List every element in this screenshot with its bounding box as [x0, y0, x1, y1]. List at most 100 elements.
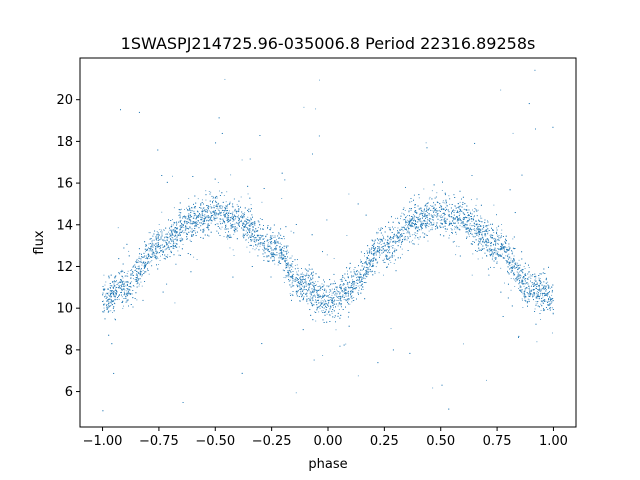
data-point [223, 236, 225, 238]
data-point [374, 259, 376, 261]
data-point [244, 212, 246, 214]
data-point [539, 283, 541, 285]
data-point [126, 290, 128, 292]
data-point [444, 209, 446, 211]
data-point [417, 227, 419, 229]
data-point [130, 272, 132, 274]
data-point [163, 229, 165, 231]
data-point [474, 233, 476, 235]
data-point [351, 301, 353, 303]
data-point [418, 197, 420, 199]
data-point [392, 252, 393, 254]
data-point [290, 230, 292, 232]
data-point [198, 217, 200, 218]
data-point [164, 237, 165, 239]
data-point [407, 230, 409, 232]
data-point [389, 249, 390, 251]
data-point [463, 220, 464, 222]
data-point [423, 220, 425, 221]
data-point [287, 276, 289, 278]
data-point [521, 298, 523, 300]
data-point [335, 329, 337, 331]
data-point [361, 284, 363, 285]
data-point [182, 244, 184, 245]
data-point [426, 217, 428, 219]
data-point [291, 293, 293, 295]
data-point [219, 206, 221, 208]
data-point [325, 310, 327, 312]
data-point [403, 213, 405, 215]
data-point [112, 312, 114, 313]
data-point [140, 261, 142, 263]
data-point [274, 249, 276, 251]
data-point [369, 265, 371, 267]
data-point [366, 257, 367, 259]
data-point [482, 240, 484, 242]
data-point [377, 250, 379, 252]
data-point [481, 257, 483, 259]
data-point [427, 240, 429, 242]
data-point [390, 261, 392, 263]
data-point [180, 231, 182, 233]
data-point [248, 222, 250, 224]
data-point [344, 286, 346, 288]
data-point [210, 191, 212, 193]
data-point [353, 287, 355, 289]
data-point [206, 217, 208, 218]
data-point [234, 218, 236, 220]
data-point [345, 343, 347, 345]
data-point [240, 196, 242, 198]
data-point [190, 230, 192, 232]
data-point [228, 216, 230, 218]
data-point [326, 254, 328, 256]
data-point [187, 210, 189, 212]
data-point [172, 175, 173, 177]
data-point [210, 206, 212, 207]
data-point [202, 209, 203, 211]
data-point [179, 213, 181, 215]
data-point [123, 305, 124, 307]
data-point [429, 196, 431, 198]
data-point [415, 210, 417, 212]
data-point [322, 294, 324, 296]
data-point [312, 274, 314, 276]
data-point [504, 241, 506, 243]
data-point [471, 220, 473, 222]
data-point [545, 285, 547, 287]
data-point [281, 248, 283, 249]
data-point [124, 275, 126, 277]
data-point [162, 249, 164, 251]
data-point [136, 273, 138, 275]
data-point [425, 203, 427, 205]
data-point [358, 289, 360, 291]
data-point [259, 245, 261, 247]
data-point [442, 201, 444, 203]
data-point [366, 269, 368, 271]
data-point [315, 284, 317, 286]
data-point [151, 242, 153, 244]
data-point [242, 233, 244, 235]
data-point [135, 269, 137, 271]
data-point [466, 209, 468, 211]
data-point [255, 247, 257, 249]
data-point [226, 191, 228, 193]
data-point [456, 216, 458, 217]
data-point [312, 292, 314, 294]
data-point [345, 299, 347, 301]
data-point [277, 264, 279, 266]
data-point [174, 238, 176, 240]
data-point [268, 260, 270, 262]
data-point [394, 241, 396, 243]
data-point [230, 174, 232, 176]
data-point [347, 270, 348, 272]
data-point [431, 218, 433, 220]
data-point [187, 215, 189, 217]
data-point [536, 341, 538, 343]
data-point [121, 282, 123, 284]
data-point [390, 328, 392, 330]
data-point [182, 217, 184, 219]
data-point [338, 309, 340, 310]
data-point [400, 230, 401, 231]
data-point [364, 255, 365, 257]
data-point [406, 232, 408, 234]
